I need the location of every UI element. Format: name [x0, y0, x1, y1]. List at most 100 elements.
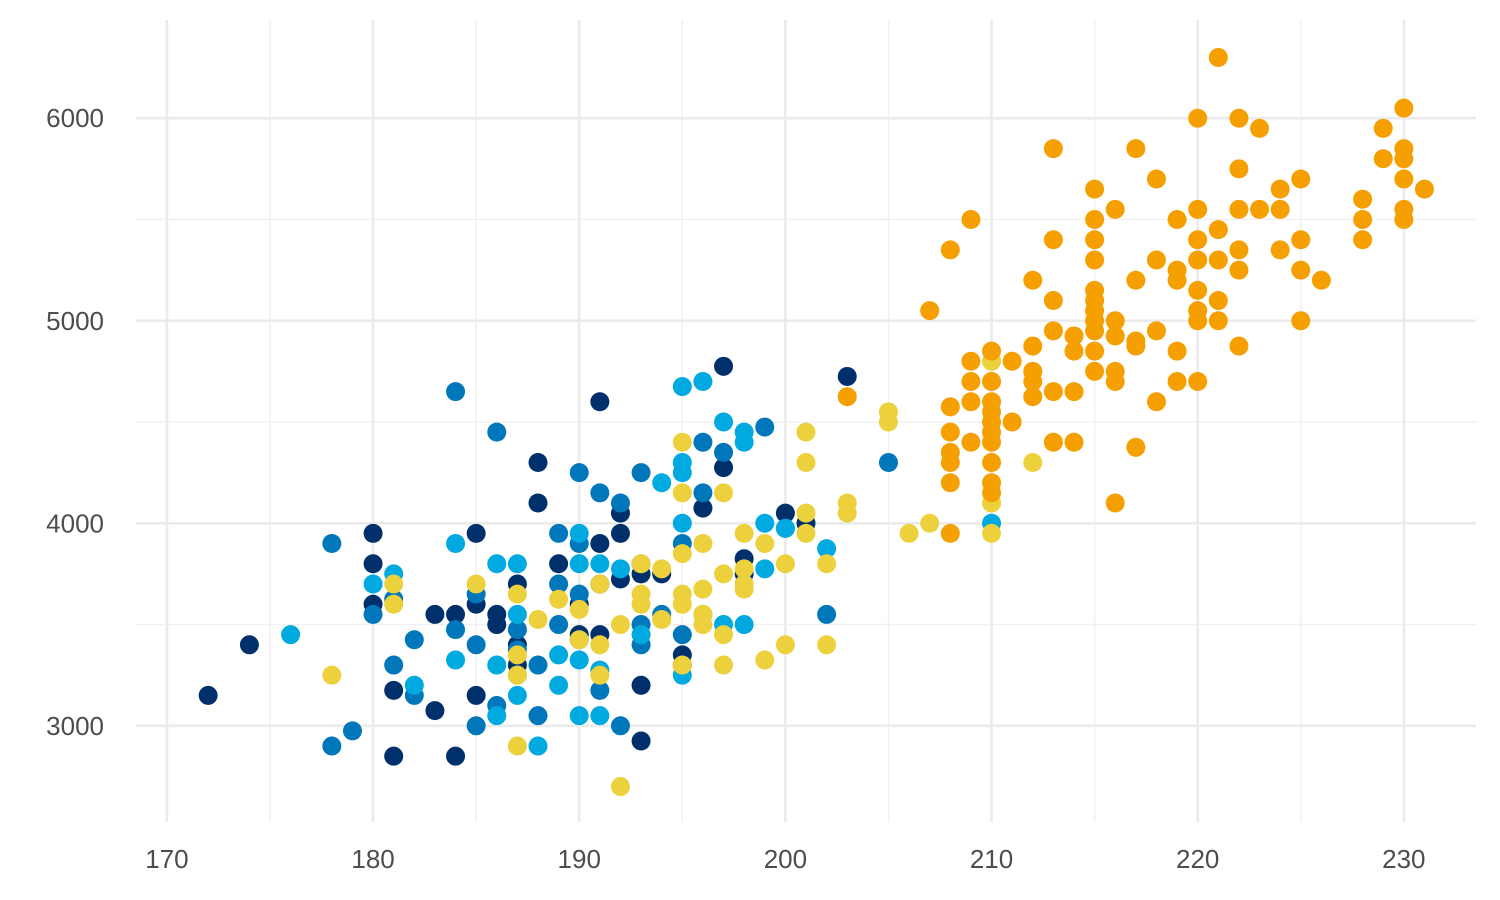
data-point — [507, 554, 527, 574]
data-point — [590, 534, 610, 554]
data-point — [1064, 326, 1084, 346]
data-point — [878, 412, 898, 432]
data-point — [549, 645, 569, 665]
x-tick-label: 180 — [351, 844, 394, 874]
data-point — [1291, 311, 1311, 331]
data-point — [1229, 108, 1249, 128]
data-point — [1188, 311, 1208, 331]
data-point — [528, 493, 548, 513]
data-point — [1353, 230, 1373, 250]
data-point — [1353, 189, 1373, 209]
data-point — [837, 503, 857, 523]
x-tick-label: 170 — [145, 844, 188, 874]
data-point — [1270, 179, 1290, 199]
data-point — [672, 432, 692, 452]
data-point — [1085, 341, 1105, 361]
data-point — [1167, 209, 1187, 229]
data-point — [1146, 321, 1166, 341]
data-point — [775, 518, 795, 538]
data-point — [507, 604, 527, 624]
data-point — [1394, 149, 1414, 169]
data-point — [549, 589, 569, 609]
data-point — [487, 554, 507, 574]
data-point — [446, 534, 466, 554]
data-point — [549, 574, 569, 594]
data-point — [528, 453, 548, 473]
x-tick-label: 200 — [764, 844, 807, 874]
data-point — [1208, 220, 1228, 240]
data-point — [1188, 250, 1208, 270]
data-point — [1043, 139, 1063, 159]
data-point — [487, 706, 507, 726]
data-point — [714, 412, 734, 432]
data-point — [590, 574, 610, 594]
data-point — [466, 716, 486, 736]
data-point — [940, 422, 960, 442]
data-point — [1167, 372, 1187, 392]
data-point — [1250, 118, 1270, 138]
data-point — [1002, 412, 1022, 432]
data-point — [714, 655, 734, 675]
data-point — [1270, 199, 1290, 219]
data-point — [714, 483, 734, 503]
data-point — [1085, 321, 1105, 341]
data-point — [817, 604, 837, 624]
data-point — [1043, 290, 1063, 310]
data-point — [796, 453, 816, 473]
data-point — [631, 554, 651, 574]
data-point — [817, 635, 837, 655]
data-point — [322, 736, 342, 756]
data-point — [775, 554, 795, 574]
data-point — [755, 513, 775, 533]
data-point — [528, 736, 548, 756]
data-point — [775, 503, 795, 523]
data-point — [693, 579, 713, 599]
data-point — [878, 453, 898, 473]
data-point — [672, 594, 692, 614]
data-point — [714, 442, 734, 462]
data-point — [1208, 311, 1228, 331]
data-point — [590, 706, 610, 726]
data-point — [1043, 230, 1063, 250]
data-point — [1064, 432, 1084, 452]
data-point — [1023, 270, 1043, 290]
data-point — [1373, 149, 1393, 169]
data-point — [569, 584, 589, 604]
data-point — [817, 539, 837, 559]
data-point — [384, 746, 404, 766]
data-point — [714, 356, 734, 376]
data-point — [507, 645, 527, 665]
data-point — [1414, 179, 1434, 199]
data-point — [446, 746, 466, 766]
data-point — [610, 716, 630, 736]
data-point — [961, 351, 981, 371]
data-point — [631, 463, 651, 483]
data-point — [384, 680, 404, 700]
data-point — [899, 523, 919, 543]
data-point — [837, 366, 857, 386]
data-point — [1085, 250, 1105, 270]
data-point — [961, 209, 981, 229]
data-point — [755, 534, 775, 554]
data-point — [1188, 108, 1208, 128]
data-point — [549, 615, 569, 635]
data-point — [363, 574, 383, 594]
data-point — [1085, 361, 1105, 381]
data-point — [796, 523, 816, 543]
data-point — [1394, 98, 1414, 118]
data-point — [1126, 437, 1146, 457]
data-point — [384, 655, 404, 675]
data-point — [672, 625, 692, 645]
data-point — [507, 665, 527, 685]
data-point — [1064, 382, 1084, 402]
x-tick-label: 230 — [1382, 844, 1425, 874]
data-point — [363, 604, 383, 624]
data-point — [549, 523, 569, 543]
data-point — [404, 675, 424, 695]
data-point — [755, 417, 775, 437]
data-point — [1146, 250, 1166, 270]
data-point — [672, 544, 692, 564]
data-point — [1188, 372, 1208, 392]
data-point — [672, 463, 692, 483]
data-point — [507, 620, 527, 640]
